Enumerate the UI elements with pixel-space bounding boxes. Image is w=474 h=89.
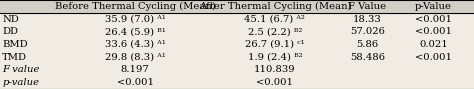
- Text: 57.026: 57.026: [350, 27, 385, 36]
- Text: BMD: BMD: [2, 40, 28, 49]
- Text: 33.6 (4.3) ᴬ¹: 33.6 (4.3) ᴬ¹: [105, 40, 165, 49]
- Text: F Value: F Value: [348, 2, 386, 11]
- Text: 110.839: 110.839: [254, 65, 296, 74]
- Text: 58.486: 58.486: [350, 53, 385, 62]
- Text: <0.001: <0.001: [415, 15, 452, 24]
- Text: 26.4 (5.9) ᴮ¹: 26.4 (5.9) ᴮ¹: [105, 27, 165, 36]
- Text: <0.001: <0.001: [415, 27, 452, 36]
- Text: p-value: p-value: [2, 78, 39, 87]
- Text: DD: DD: [2, 27, 18, 36]
- Text: <0.001: <0.001: [256, 78, 293, 87]
- Text: Before Thermal Cycling (Mean): Before Thermal Cycling (Mean): [55, 2, 216, 11]
- Text: <0.001: <0.001: [117, 78, 154, 87]
- Bar: [0, 51, 474, 64]
- Bar: [0, 13, 474, 25]
- Text: 29.8 (8.3) ᴬ¹: 29.8 (8.3) ᴬ¹: [105, 53, 165, 62]
- Text: 45.1 (6.7) ᴬ²: 45.1 (6.7) ᴬ²: [245, 15, 305, 24]
- Text: 8.197: 8.197: [121, 65, 149, 74]
- Text: ND: ND: [2, 15, 19, 24]
- Bar: [0, 25, 474, 38]
- Text: p-Value: p-Value: [415, 2, 452, 11]
- Text: 35.9 (7.0) ᴬ¹: 35.9 (7.0) ᴬ¹: [105, 15, 165, 24]
- Bar: [0, 0, 474, 13]
- Text: 0.021: 0.021: [419, 40, 448, 49]
- Text: <0.001: <0.001: [415, 53, 452, 62]
- Bar: [0, 76, 474, 89]
- Text: After Thermal Cycling (Mean): After Thermal Cycling (Mean): [199, 2, 351, 11]
- Bar: [0, 64, 474, 76]
- Text: 2.5 (2.2) ᴮ²: 2.5 (2.2) ᴮ²: [248, 27, 302, 36]
- Text: 18.33: 18.33: [353, 15, 382, 24]
- Text: 26.7 (9.1) ᶜ¹: 26.7 (9.1) ᶜ¹: [245, 40, 305, 49]
- Bar: [0, 38, 474, 51]
- Text: TMD: TMD: [2, 53, 27, 62]
- Text: F value: F value: [2, 65, 40, 74]
- Text: 5.86: 5.86: [356, 40, 378, 49]
- Text: 1.9 (2.4) ᴮ²: 1.9 (2.4) ᴮ²: [247, 53, 302, 62]
